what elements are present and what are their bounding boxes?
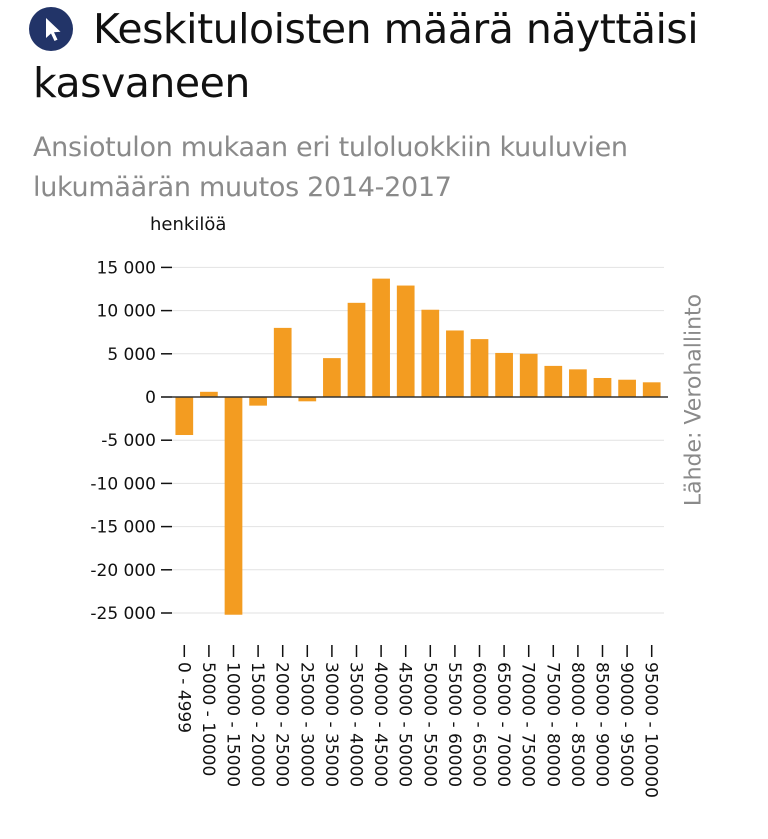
x-tick-label: 75000 - 80000 <box>542 662 562 787</box>
bar <box>544 365 563 397</box>
x-tick-label: 15000 - 20000 <box>247 662 267 787</box>
y-axis-ticks: 15 000 10 000 5 000 0 -5 000 -10 000 -15 000 -2… <box>90 258 172 624</box>
x-tick-label: 35000 - 40000 <box>346 662 366 787</box>
x-tick-label: 55000 - 60000 <box>444 662 464 787</box>
bar <box>470 339 489 397</box>
x-tick-label: 25000 - 30000 <box>296 662 316 787</box>
grid-lines <box>172 266 664 614</box>
y-tick-label: -25 000 <box>90 604 156 624</box>
x-tick-label: 80000 - 85000 <box>567 662 587 787</box>
x-tick-label: 65000 - 70000 <box>493 662 513 787</box>
x-axis-ticks: 0 - 4999 5000 - 10000 10000 - 15000 15000 -… <box>173 645 661 798</box>
y-axis-label: henkilöä <box>150 214 227 235</box>
x-tick-label: 20000 - 25000 <box>272 662 292 787</box>
bar <box>175 397 194 436</box>
bar <box>298 397 317 402</box>
y-tick-label: 15 000 <box>97 258 156 278</box>
bar <box>593 377 612 397</box>
bar <box>642 382 661 397</box>
bar <box>323 358 341 397</box>
bar <box>421 309 440 397</box>
bar <box>372 278 390 397</box>
x-tick-label: 95000 - 100000 <box>641 662 661 798</box>
x-tick-label: 5000 - 10000 <box>198 662 218 776</box>
x-tick-label: 10000 - 15000 <box>223 662 243 787</box>
x-tick-label: 45000 - 50000 <box>395 662 415 787</box>
x-tick-label: 60000 - 65000 <box>469 662 489 787</box>
y-tick-label: -10 000 <box>90 474 156 494</box>
bar <box>347 302 366 397</box>
bar <box>200 391 218 397</box>
x-tick-label: 40000 - 45000 <box>370 662 390 787</box>
bar <box>249 397 267 406</box>
y-tick-label: -15 000 <box>90 518 156 538</box>
y-tick-label: 0 <box>145 388 156 408</box>
bar <box>618 379 636 397</box>
source-label: Lähde: Verohallinto <box>681 293 707 507</box>
y-tick-label: 10 000 <box>97 302 156 322</box>
x-tick-label: 30000 - 35000 <box>321 662 341 787</box>
x-tick-label: 90000 - 95000 <box>616 662 636 787</box>
bar <box>569 369 587 397</box>
y-tick-label: -5 000 <box>101 431 156 451</box>
y-tick-label: 5 000 <box>107 345 156 365</box>
bar <box>495 352 513 397</box>
x-tick-label: 0 - 4999 <box>173 662 193 733</box>
y-tick-label: -20 000 <box>90 561 156 581</box>
bar <box>396 285 415 397</box>
cursor-arrow-icon <box>29 7 73 51</box>
bars <box>175 278 661 615</box>
bar <box>224 397 243 615</box>
x-tick-label: 70000 - 75000 <box>518 662 538 787</box>
chart-subtitle: Ansiotulon mukaan eri tuloluokkiin kuulu… <box>33 132 628 203</box>
bar <box>519 353 538 397</box>
x-tick-label: 50000 - 55000 <box>419 662 439 787</box>
x-tick-label: 85000 - 90000 <box>592 662 612 787</box>
chart-title: Keskituloisten määrä näyttäisi kasvaneen <box>33 5 699 107</box>
bar <box>446 330 464 397</box>
bar <box>273 327 292 397</box>
